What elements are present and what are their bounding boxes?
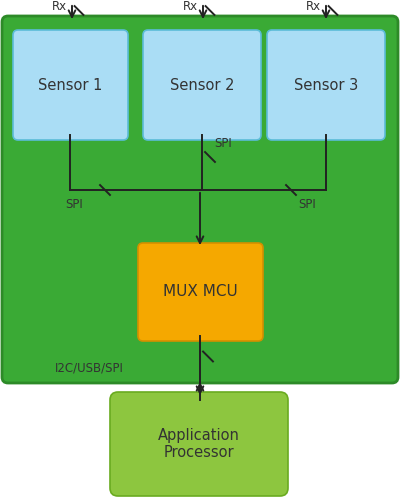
Text: Sensor 3: Sensor 3 xyxy=(294,78,358,93)
Text: SPI: SPI xyxy=(65,197,83,210)
Text: Rx: Rx xyxy=(183,0,198,13)
Text: Application
Processor: Application Processor xyxy=(158,428,240,460)
Text: Sensor 2: Sensor 2 xyxy=(170,78,234,93)
Text: MUX MCU: MUX MCU xyxy=(163,285,238,300)
FancyBboxPatch shape xyxy=(138,243,263,341)
FancyBboxPatch shape xyxy=(267,30,385,140)
Text: Sensor 1: Sensor 1 xyxy=(38,78,103,93)
Text: SPI: SPI xyxy=(214,136,232,149)
FancyBboxPatch shape xyxy=(2,16,398,383)
FancyBboxPatch shape xyxy=(143,30,261,140)
FancyBboxPatch shape xyxy=(110,392,288,496)
Text: I2C/USB/SPI: I2C/USB/SPI xyxy=(55,362,124,375)
Text: SPI: SPI xyxy=(298,197,316,210)
Text: Rx: Rx xyxy=(306,0,321,13)
FancyBboxPatch shape xyxy=(13,30,128,140)
Text: Rx: Rx xyxy=(52,0,67,13)
